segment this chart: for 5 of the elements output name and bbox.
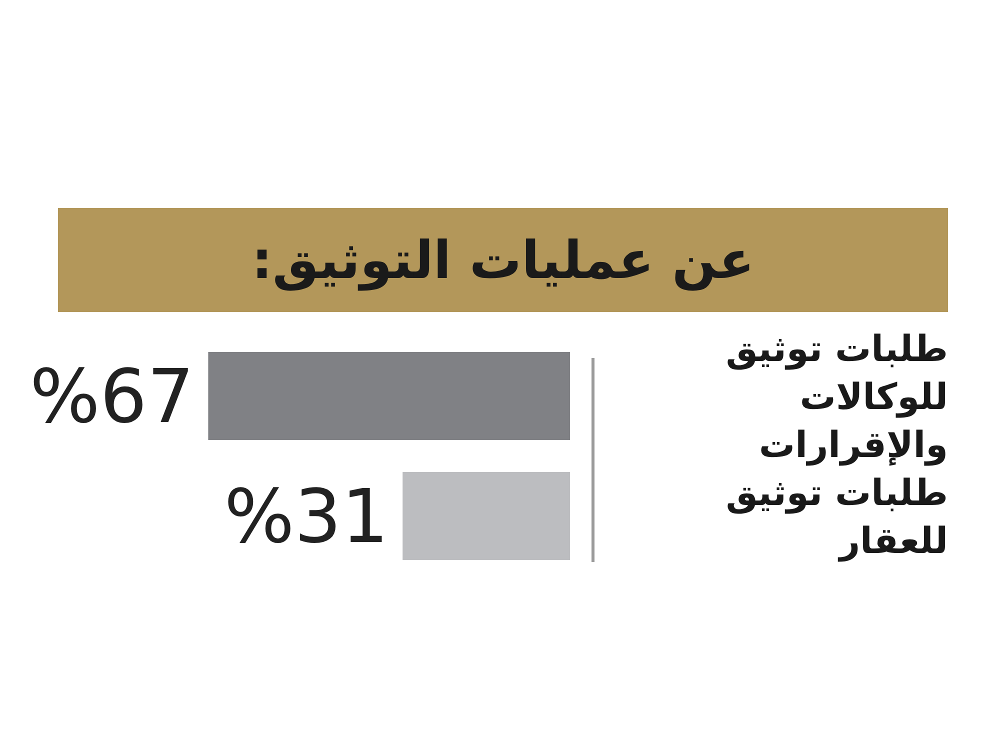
y-tick-label: طلبات توثيق للوكالات والإقرارات xyxy=(726,329,948,466)
chart-title: عن عمليات التوثيق: xyxy=(252,231,754,291)
y-tick-label: طلبات توثيق للعقار xyxy=(726,473,948,562)
data-label: %31 xyxy=(224,474,389,560)
data-label: %67 xyxy=(30,354,194,440)
